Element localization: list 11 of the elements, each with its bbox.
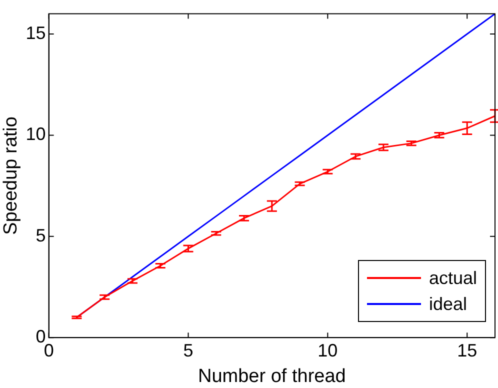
x-tick-label: 5 bbox=[183, 340, 194, 360]
y-tick-label: 15 bbox=[26, 23, 46, 44]
x-axis-title: Number of thread bbox=[198, 366, 346, 387]
y-tick-label: 5 bbox=[36, 225, 46, 246]
x-tick-label: 10 bbox=[318, 340, 338, 360]
y-tick-label: 10 bbox=[26, 124, 46, 144]
legend-label: ideal bbox=[428, 293, 467, 316]
x-tick-label: 15 bbox=[457, 340, 478, 360]
legend-label: actual bbox=[428, 267, 477, 290]
y-axis-title: Speedup ratio bbox=[0, 116, 22, 235]
y-tick-label: 0 bbox=[36, 326, 46, 347]
